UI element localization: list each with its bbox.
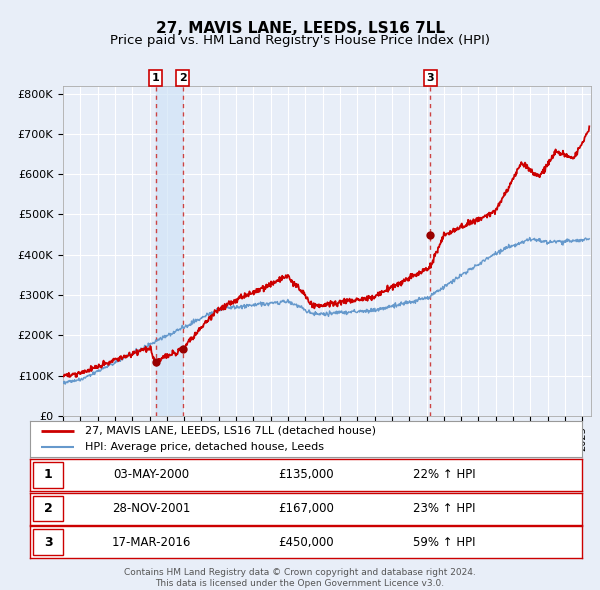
- Text: £450,000: £450,000: [278, 536, 334, 549]
- Bar: [155, 86, 182, 416]
- FancyBboxPatch shape: [33, 496, 63, 522]
- Text: HPI: Average price, detached house, Leeds: HPI: Average price, detached house, Leed…: [85, 442, 324, 453]
- Text: 1: 1: [44, 468, 53, 481]
- Text: 17-MAR-2016: 17-MAR-2016: [112, 536, 191, 549]
- Text: 28-NOV-2001: 28-NOV-2001: [112, 502, 191, 515]
- Text: 03-MAY-2000: 03-MAY-2000: [113, 468, 190, 481]
- Text: 2: 2: [44, 502, 53, 515]
- Text: £135,000: £135,000: [278, 468, 334, 481]
- Text: 3: 3: [427, 73, 434, 83]
- Text: £167,000: £167,000: [278, 502, 334, 515]
- FancyBboxPatch shape: [33, 529, 63, 555]
- Text: 27, MAVIS LANE, LEEDS, LS16 7LL (detached house): 27, MAVIS LANE, LEEDS, LS16 7LL (detache…: [85, 425, 376, 435]
- Text: 2: 2: [179, 73, 187, 83]
- Text: 27, MAVIS LANE, LEEDS, LS16 7LL: 27, MAVIS LANE, LEEDS, LS16 7LL: [155, 21, 445, 35]
- Text: Price paid vs. HM Land Registry's House Price Index (HPI): Price paid vs. HM Land Registry's House …: [110, 34, 490, 47]
- Text: This data is licensed under the Open Government Licence v3.0.: This data is licensed under the Open Gov…: [155, 579, 445, 588]
- Text: 1: 1: [152, 73, 160, 83]
- Text: 59% ↑ HPI: 59% ↑ HPI: [413, 536, 475, 549]
- Text: 22% ↑ HPI: 22% ↑ HPI: [413, 468, 475, 481]
- FancyBboxPatch shape: [33, 462, 63, 488]
- Text: 23% ↑ HPI: 23% ↑ HPI: [413, 502, 475, 515]
- Text: Contains HM Land Registry data © Crown copyright and database right 2024.: Contains HM Land Registry data © Crown c…: [124, 568, 476, 576]
- Text: 3: 3: [44, 536, 53, 549]
